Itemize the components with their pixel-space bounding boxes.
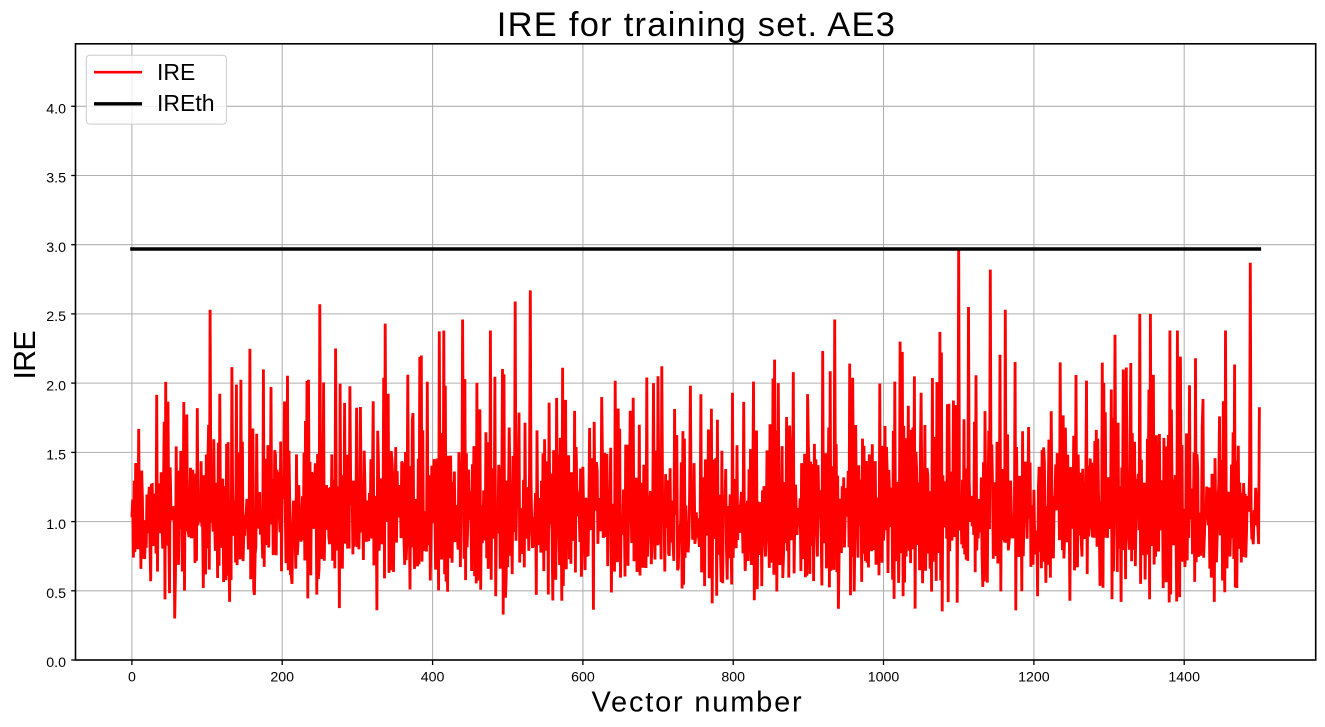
svg-text:200: 200 [270,670,294,686]
svg-text:Vector number: Vector number [592,687,804,719]
svg-text:4.0: 4.0 [46,102,66,118]
svg-text:1000: 1000 [868,670,900,686]
svg-text:3.0: 3.0 [46,240,66,256]
svg-text:800: 800 [721,670,745,686]
svg-text:0: 0 [128,670,136,686]
svg-text:IRE: IRE [8,331,42,380]
svg-text:2.5: 2.5 [46,309,66,325]
svg-text:3.5: 3.5 [46,171,66,187]
svg-text:2.0: 2.0 [46,378,66,394]
svg-text:IRE: IRE [157,59,195,85]
svg-text:0.0: 0.0 [46,655,66,671]
svg-text:IREth: IREth [157,90,215,116]
svg-text:0.5: 0.5 [46,586,66,602]
svg-text:1.5: 1.5 [46,448,66,464]
svg-text:1.0: 1.0 [46,517,66,533]
svg-text:1200: 1200 [1018,670,1050,686]
svg-text:600: 600 [571,670,595,686]
svg-text:IRE for training set. AE3: IRE for training set. AE3 [497,6,896,44]
svg-text:1400: 1400 [1168,670,1200,686]
svg-text:400: 400 [421,670,445,686]
